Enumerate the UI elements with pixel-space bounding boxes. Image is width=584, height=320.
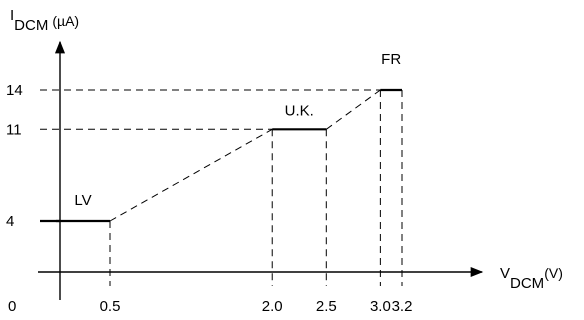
y-axis-label: IDCM (µA) (10, 7, 79, 34)
region-label-1: U.K. (285, 102, 314, 119)
x-axis-label: VDCM(V) (500, 265, 563, 292)
x-tick-label-1: 2.0 (262, 298, 283, 315)
x-tick-label-4: 3.2 (392, 298, 413, 315)
y-tick-label-0: 4 (6, 213, 14, 230)
y-axis-label-unit: (µA) (52, 13, 79, 29)
region-label-0: LV (74, 192, 91, 209)
y-tick-label-1: 11 (6, 121, 22, 138)
y-tick-label-2: 14 (6, 82, 23, 99)
y-axis-label-subscript: DCM (14, 17, 48, 34)
region-label-2: FR (381, 51, 401, 68)
x-axis-label-unit: (V) (544, 265, 563, 281)
x-tick-label-3: 3.0 (370, 298, 391, 315)
x-tick-label-0: 0.5 (100, 298, 121, 315)
x-axis-label-main: V (500, 265, 510, 282)
x-tick-label-2: 2.5 (316, 298, 337, 315)
y-axis-label-main: I (10, 7, 14, 24)
origin-label: 0 (8, 298, 16, 315)
segment-ramp-1 (109, 128, 273, 222)
segment-ramp-3 (326, 89, 381, 130)
x-axis-label-subscript: DCM (510, 275, 544, 292)
